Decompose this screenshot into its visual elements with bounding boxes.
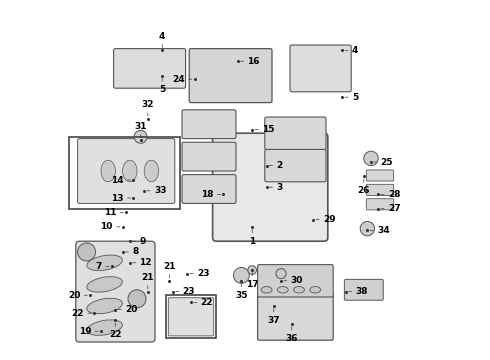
Text: 18: 18 bbox=[201, 190, 214, 199]
Ellipse shape bbox=[87, 276, 122, 292]
Text: 23: 23 bbox=[197, 269, 210, 278]
Circle shape bbox=[360, 221, 374, 236]
Text: 17: 17 bbox=[246, 280, 259, 289]
Text: 21: 21 bbox=[163, 262, 175, 271]
Circle shape bbox=[364, 151, 378, 166]
Text: 35: 35 bbox=[235, 291, 247, 300]
Circle shape bbox=[134, 130, 147, 143]
FancyBboxPatch shape bbox=[114, 49, 186, 88]
Circle shape bbox=[276, 269, 286, 279]
Circle shape bbox=[77, 243, 96, 261]
FancyBboxPatch shape bbox=[265, 149, 326, 182]
Bar bbox=[69, 137, 180, 209]
Text: 15: 15 bbox=[262, 125, 274, 134]
Text: 22: 22 bbox=[72, 309, 84, 318]
Text: 10: 10 bbox=[100, 222, 113, 231]
Bar bbox=[166, 295, 216, 338]
FancyBboxPatch shape bbox=[258, 293, 333, 340]
FancyBboxPatch shape bbox=[182, 142, 236, 171]
Text: 23: 23 bbox=[183, 287, 195, 296]
Text: 8: 8 bbox=[132, 248, 139, 256]
Text: 36: 36 bbox=[286, 334, 298, 343]
Ellipse shape bbox=[87, 320, 122, 336]
FancyBboxPatch shape bbox=[213, 133, 328, 241]
Text: 1: 1 bbox=[249, 237, 255, 246]
Text: 9: 9 bbox=[140, 237, 146, 246]
Text: 4: 4 bbox=[352, 46, 358, 55]
Ellipse shape bbox=[310, 287, 320, 293]
FancyBboxPatch shape bbox=[189, 49, 272, 103]
Ellipse shape bbox=[87, 298, 122, 314]
Ellipse shape bbox=[144, 160, 159, 182]
Text: 24: 24 bbox=[172, 75, 185, 84]
Circle shape bbox=[248, 266, 257, 274]
FancyBboxPatch shape bbox=[344, 279, 383, 300]
FancyBboxPatch shape bbox=[77, 139, 175, 203]
Ellipse shape bbox=[261, 287, 272, 293]
Text: 16: 16 bbox=[247, 57, 260, 66]
Text: 14: 14 bbox=[111, 176, 123, 185]
Ellipse shape bbox=[122, 160, 137, 182]
Text: 34: 34 bbox=[377, 226, 390, 235]
Text: 21: 21 bbox=[142, 273, 154, 282]
Ellipse shape bbox=[101, 160, 116, 182]
FancyBboxPatch shape bbox=[265, 117, 326, 149]
Circle shape bbox=[233, 267, 249, 283]
Text: 3: 3 bbox=[276, 183, 283, 192]
Text: 7: 7 bbox=[96, 262, 102, 271]
Text: 27: 27 bbox=[388, 204, 400, 213]
Text: 28: 28 bbox=[388, 190, 400, 199]
Text: 5: 5 bbox=[159, 85, 165, 94]
FancyBboxPatch shape bbox=[367, 184, 393, 195]
Text: 4: 4 bbox=[159, 32, 166, 41]
Text: 5: 5 bbox=[352, 93, 358, 102]
Text: 22: 22 bbox=[109, 330, 122, 339]
FancyBboxPatch shape bbox=[182, 110, 236, 139]
Text: 20: 20 bbox=[125, 305, 138, 314]
Circle shape bbox=[128, 290, 146, 308]
Text: 33: 33 bbox=[154, 186, 167, 195]
Text: 13: 13 bbox=[111, 194, 123, 202]
Text: 29: 29 bbox=[323, 215, 336, 224]
FancyBboxPatch shape bbox=[367, 170, 393, 181]
FancyBboxPatch shape bbox=[258, 265, 333, 297]
Ellipse shape bbox=[87, 255, 122, 271]
Text: 2: 2 bbox=[276, 161, 283, 170]
Text: 11: 11 bbox=[104, 208, 117, 217]
FancyBboxPatch shape bbox=[182, 175, 236, 203]
Text: 19: 19 bbox=[79, 327, 91, 336]
Text: 25: 25 bbox=[381, 158, 393, 166]
Text: 22: 22 bbox=[201, 298, 213, 307]
Text: 30: 30 bbox=[291, 276, 303, 285]
FancyBboxPatch shape bbox=[290, 45, 351, 92]
Text: 32: 32 bbox=[142, 100, 154, 109]
Text: 20: 20 bbox=[68, 291, 80, 300]
Ellipse shape bbox=[294, 287, 304, 293]
Text: 31: 31 bbox=[134, 122, 147, 131]
Text: 38: 38 bbox=[356, 287, 368, 296]
FancyBboxPatch shape bbox=[367, 199, 393, 210]
Text: 12: 12 bbox=[140, 258, 152, 267]
Text: 26: 26 bbox=[358, 186, 370, 195]
FancyBboxPatch shape bbox=[76, 241, 155, 342]
Text: 37: 37 bbox=[268, 316, 280, 325]
FancyBboxPatch shape bbox=[169, 298, 214, 336]
Ellipse shape bbox=[277, 287, 288, 293]
